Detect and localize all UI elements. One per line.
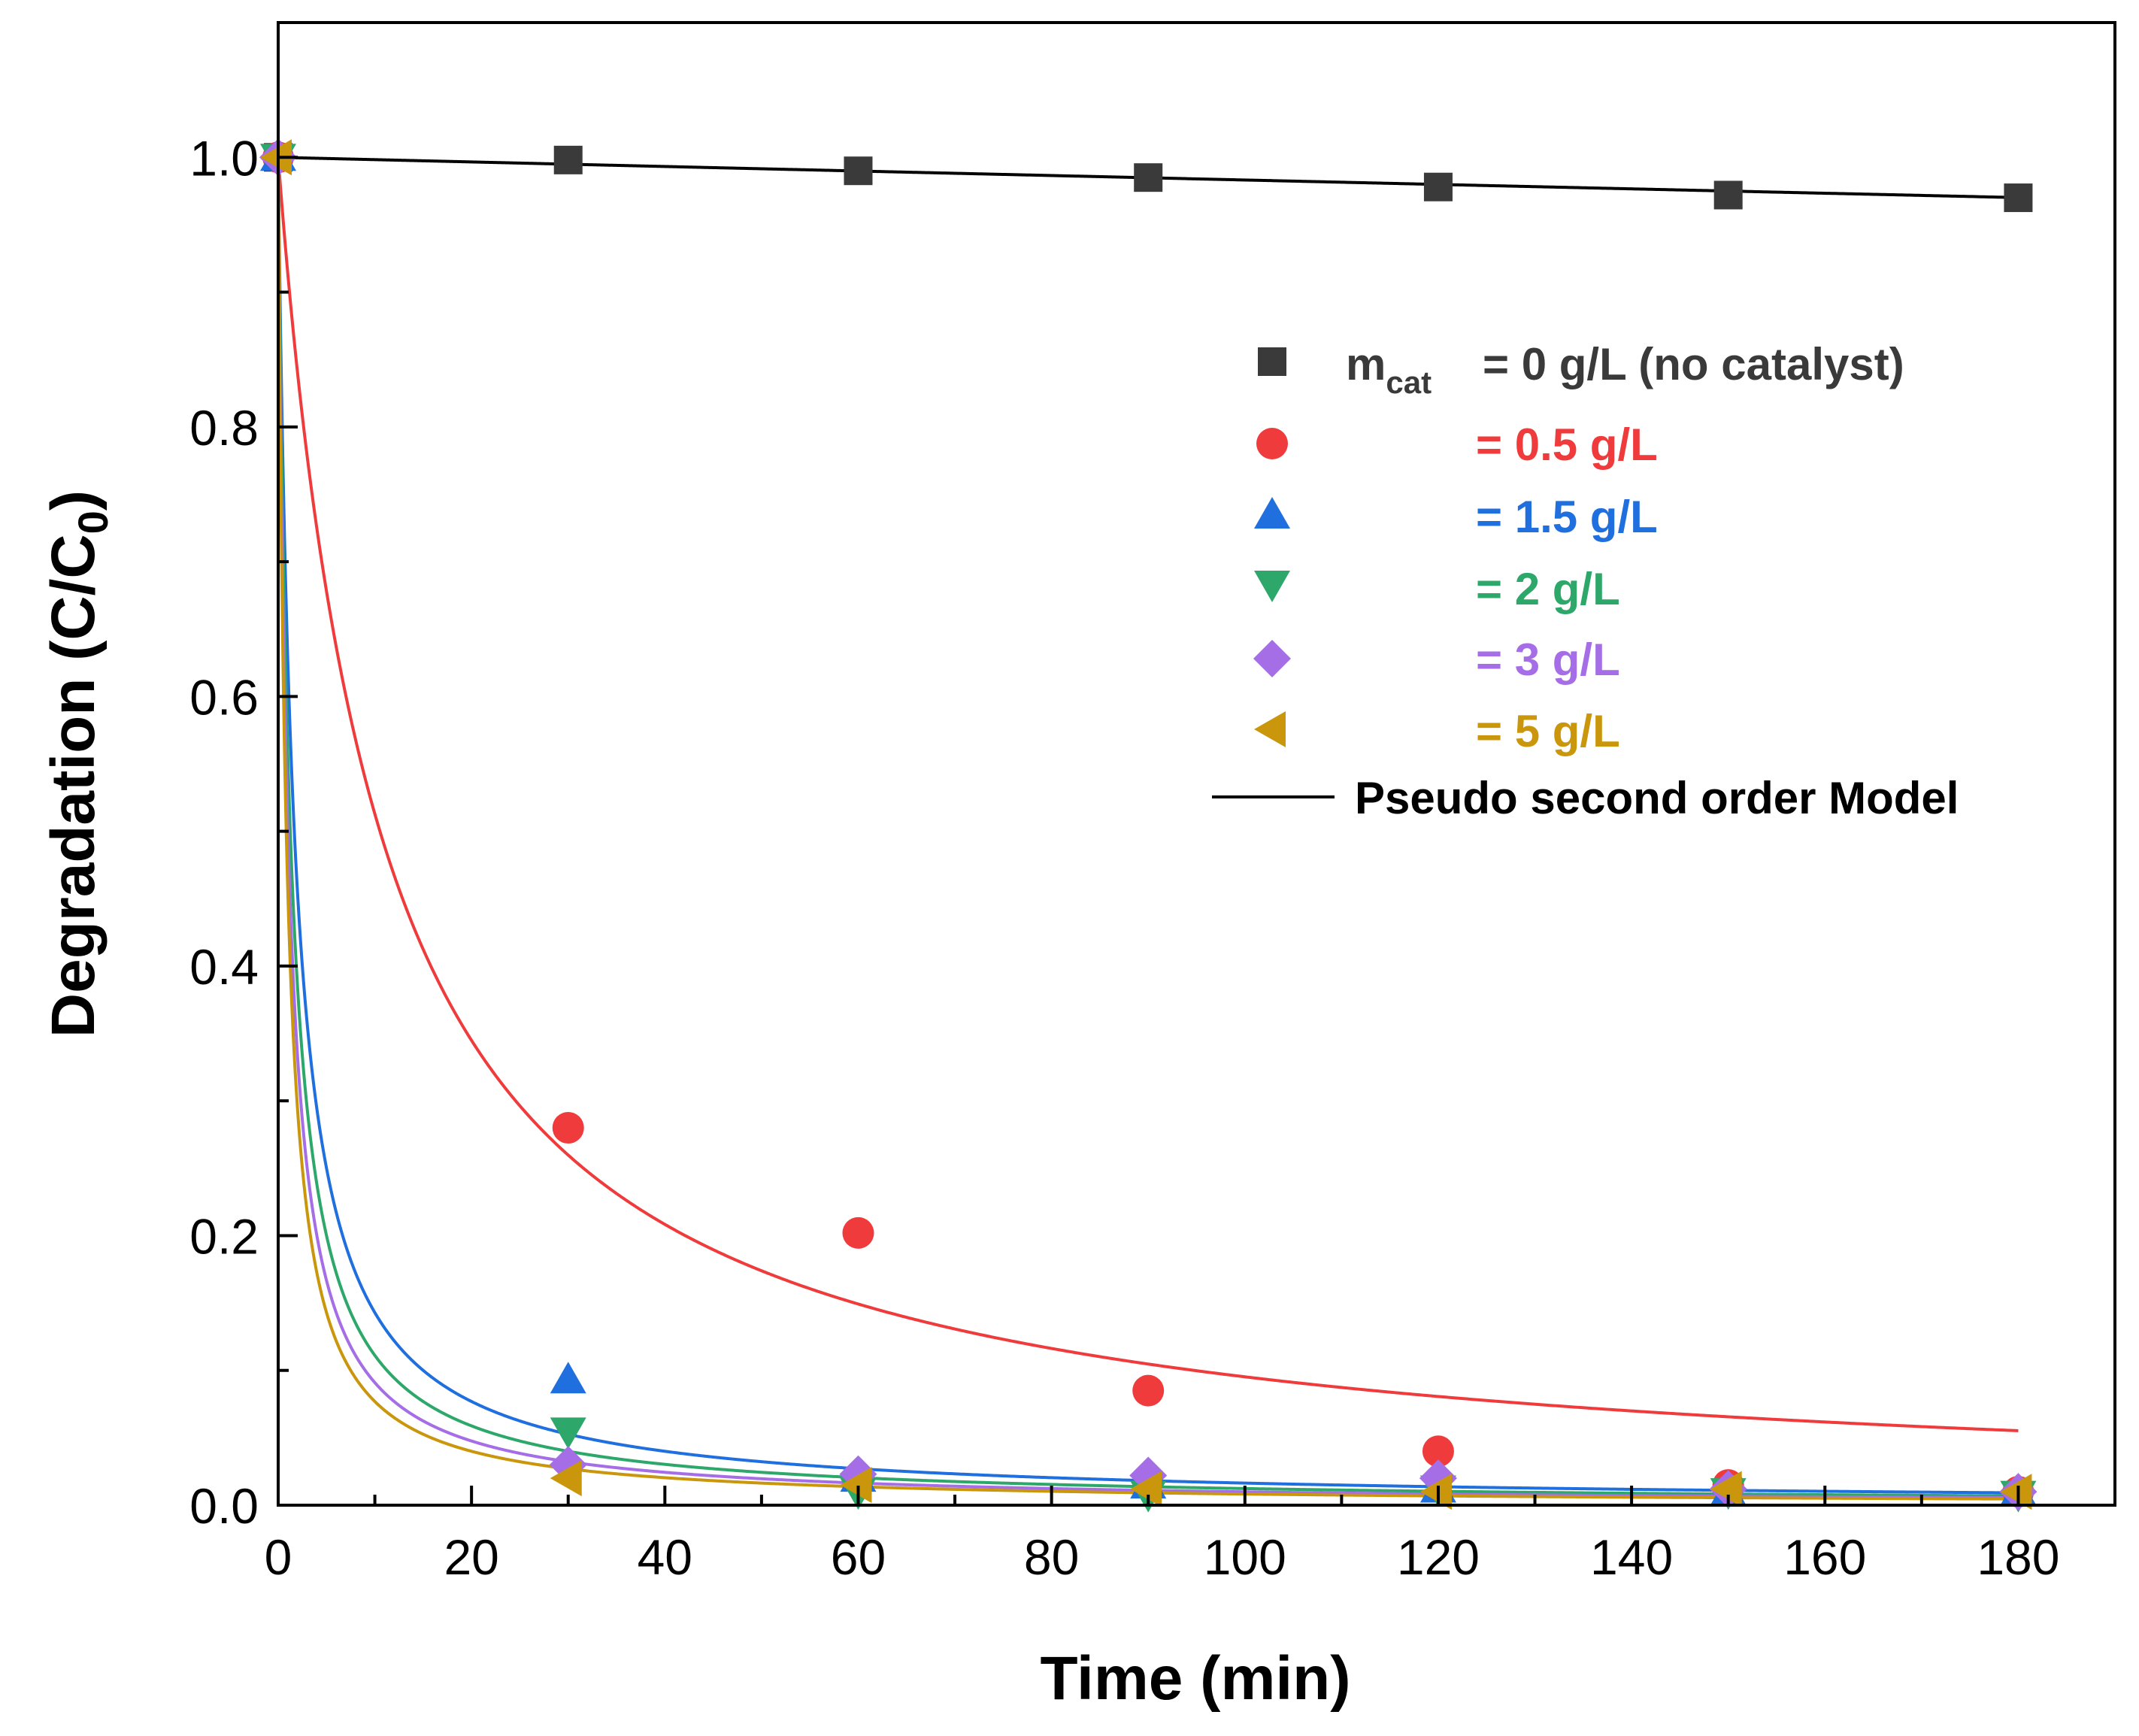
y-axis-title-main: Degradation (C/C — [39, 534, 108, 1038]
data-point-s0-3 — [1134, 163, 1163, 192]
x-axis-title: Time (min) — [1040, 1644, 1350, 1713]
legend: mcat = 0 g/L (no catalyst) = 0.5 g/L = 1… — [1212, 339, 1959, 823]
x-tick-label: 160 — [1783, 1529, 1866, 1585]
legend-prefix-subscript: cat — [1386, 365, 1432, 400]
legend-marker-2 — [1254, 497, 1290, 529]
legend-label-3: = 2 g/L — [1476, 564, 1620, 614]
data-point-s5-0 — [260, 139, 292, 176]
legend-label-4: = 3 g/L — [1476, 635, 1620, 685]
legend-label-2: = 1.5 g/L — [1476, 492, 1658, 542]
x-tick-label: 100 — [1204, 1529, 1286, 1585]
data-point-s0-5 — [1713, 180, 1743, 210]
data-point-s5-3 — [1130, 1471, 1162, 1507]
fit-line-2 — [277, 157, 2019, 1495]
data-point-s5-4 — [1419, 1474, 1452, 1510]
data-point-s5-6 — [2000, 1474, 2032, 1510]
data-point-s5-1 — [550, 1460, 582, 1497]
legend-label-1: = 0.5 g/L — [1476, 420, 1658, 470]
data-point-s0-1 — [553, 145, 583, 174]
data-point-s5-5 — [1710, 1471, 1742, 1507]
data-point-s5-2 — [840, 1467, 872, 1504]
data-point-s1-1 — [552, 1112, 584, 1144]
x-tick-label: 40 — [638, 1529, 692, 1585]
data-point-s0-2 — [844, 156, 873, 186]
legend-label-5: = 5 g/L — [1476, 706, 1620, 756]
legend-marker-3 — [1254, 571, 1290, 602]
data-point-s1-3 — [1132, 1374, 1165, 1407]
fit-line-3 — [277, 157, 2019, 1498]
plot-frame — [277, 21, 2116, 1507]
legend-marker-1 — [1256, 428, 1288, 459]
x-tick-label: 140 — [1590, 1529, 1673, 1585]
y-tick-label: 0.4 — [189, 939, 259, 995]
legend-marker-0 — [1258, 347, 1286, 376]
data-point-s0-6 — [2004, 183, 2033, 213]
y-tick-label: 0.6 — [189, 669, 259, 725]
y-axis-title-subscript: 0 — [69, 510, 117, 534]
data-point-s1-4 — [1422, 1435, 1454, 1468]
x-axis-ticks: 0 20 40 60 80 100 120 140 160 180 — [265, 1486, 2059, 1585]
x-tick-label: 20 — [444, 1529, 498, 1585]
fit-line-0 — [277, 156, 2019, 199]
y-tick-label: 0.8 — [189, 400, 259, 456]
data-point-s0-4 — [1423, 172, 1453, 201]
fit-lines — [277, 156, 2019, 1501]
x-tick-label: 180 — [1977, 1529, 2059, 1585]
fit-line-1 — [277, 157, 2019, 1432]
legend-prefix-m: m — [1346, 339, 1386, 389]
y-axis-title-close: ) — [39, 490, 108, 510]
y-tick-label: 0.2 — [189, 1208, 259, 1264]
x-tick-label: 60 — [831, 1529, 886, 1585]
y-axis-title: Degradation (C/C0) — [39, 490, 117, 1038]
legend-marker-4 — [1253, 640, 1291, 677]
data-point-s1-2 — [842, 1216, 874, 1249]
legend-fit-label: Pseudo second order Model — [1355, 773, 1959, 823]
fit-line-4 — [277, 157, 2019, 1500]
data-point-s2-1 — [550, 1362, 586, 1394]
x-tick-label: 80 — [1024, 1529, 1079, 1585]
x-tick-label: 120 — [1397, 1529, 1480, 1585]
legend-prefix: mcat — [1346, 339, 1432, 400]
y-axis-ticks: 0.0 0.2 0.4 0.6 0.8 1.0 — [189, 21, 298, 1534]
legend-marker-5 — [1254, 711, 1286, 747]
legend-label-0: = 0 g/L (no catalyst) — [1483, 339, 1904, 389]
x-tick-label: 0 — [265, 1529, 292, 1585]
y-tick-label: 1.0 — [189, 130, 259, 186]
fit-line-5 — [277, 157, 2019, 1501]
data-point-s3-1 — [550, 1417, 586, 1450]
y-tick-label: 0.0 — [189, 1478, 259, 1534]
